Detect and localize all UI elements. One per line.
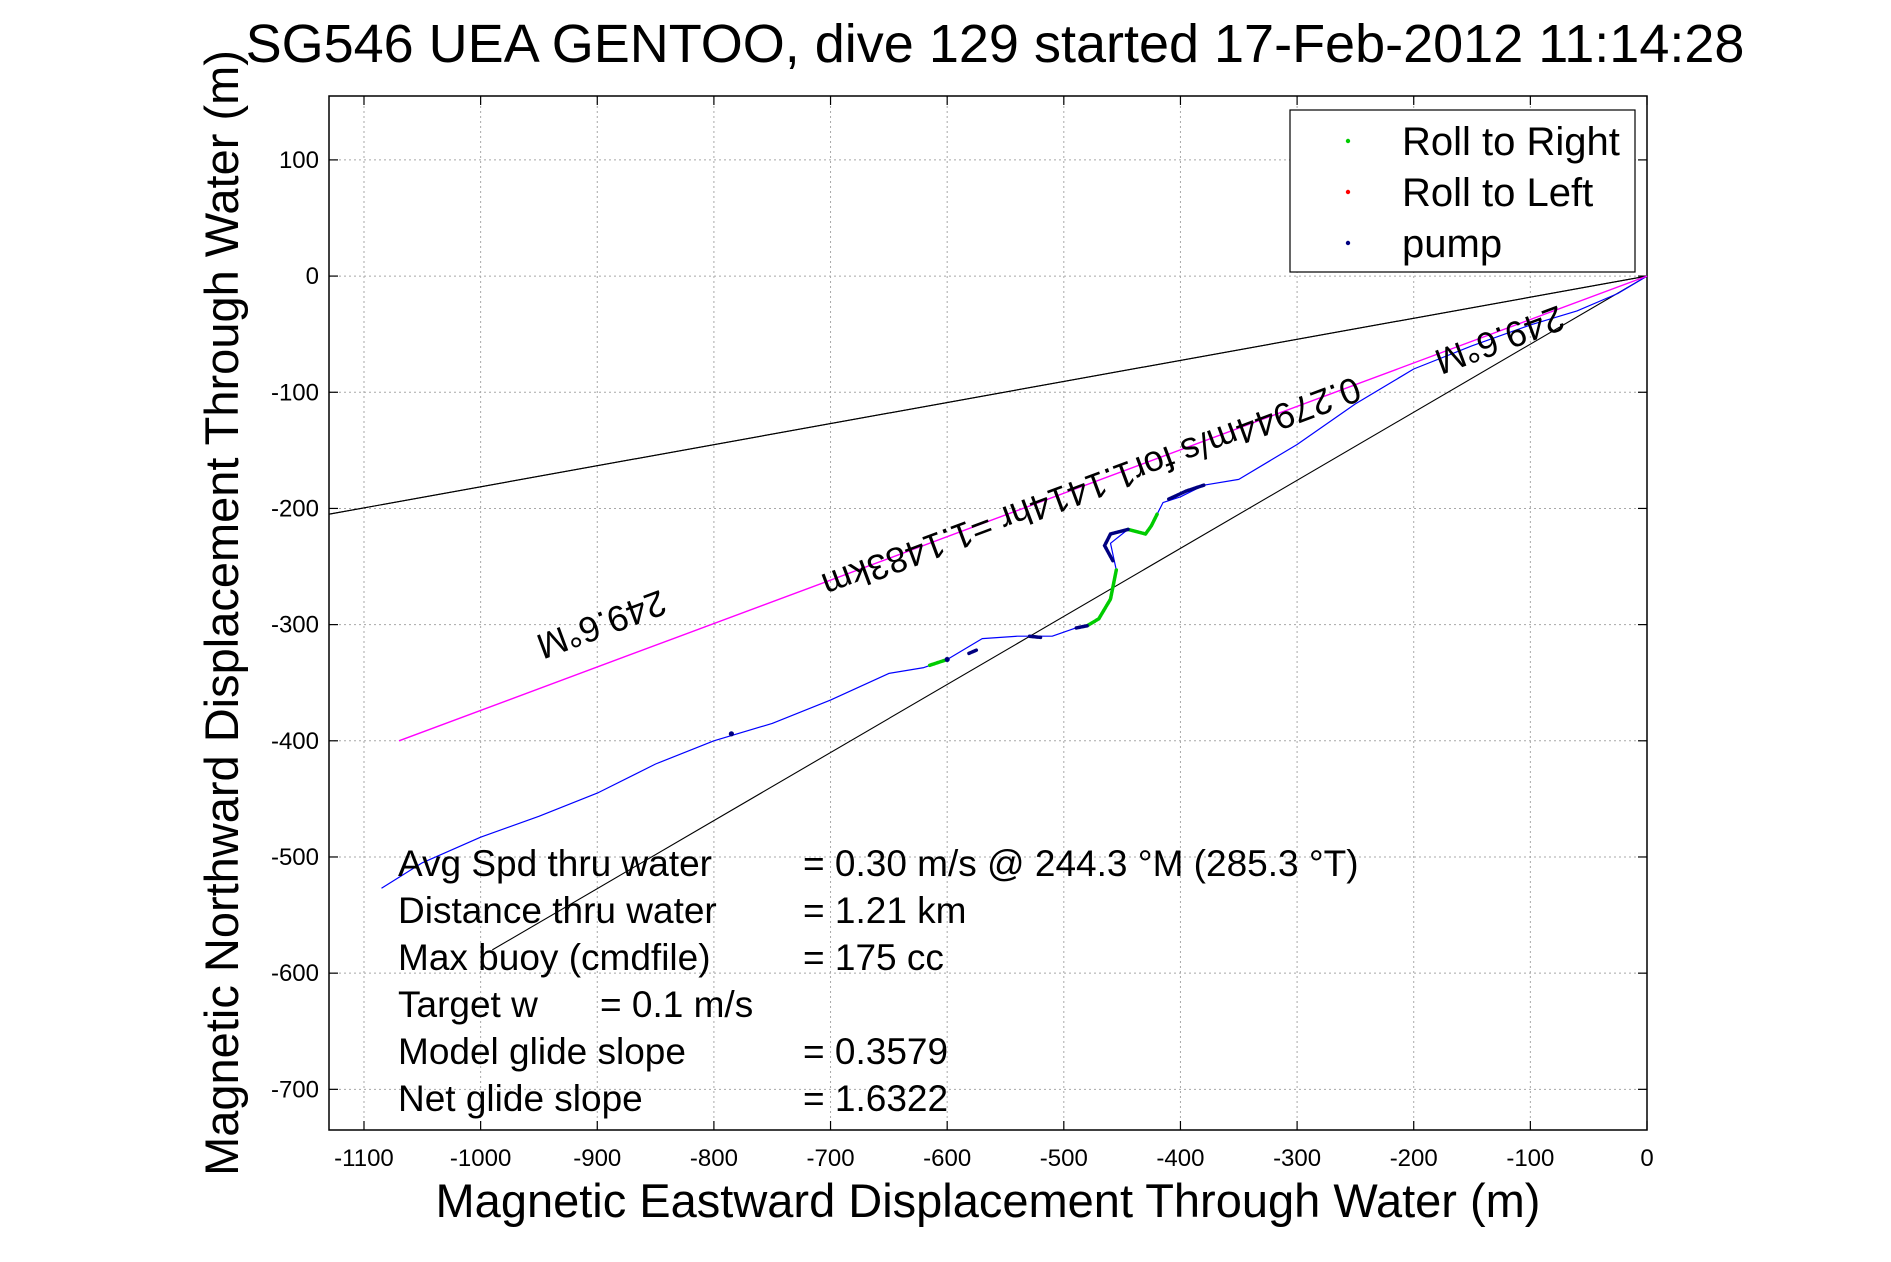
y-tick-label: -700 bbox=[271, 1076, 319, 1103]
x-tick-label: -1000 bbox=[450, 1145, 511, 1172]
roll-right-marker bbox=[927, 657, 949, 668]
stat-value-max-buoy: = 175 cc bbox=[803, 937, 944, 978]
y-tick-label: -400 bbox=[271, 728, 319, 755]
stat-value-distance: = 1.21 km bbox=[803, 890, 967, 931]
stat-value-net-glide: = 1.6322 bbox=[803, 1078, 948, 1119]
dive-statistics: Avg Spd thru water = 0.30 m/s @ 244.3 °M… bbox=[398, 843, 1359, 1119]
x-tick-label: 0 bbox=[1640, 1145, 1653, 1172]
y-tick-label: -100 bbox=[271, 379, 319, 406]
pump-marker bbox=[966, 648, 979, 656]
legend-label-roll-left: Roll to Left bbox=[1402, 171, 1593, 215]
heading-annotation: 249.6°M bbox=[1430, 297, 1570, 382]
x-tick-label: -900 bbox=[573, 1145, 621, 1172]
x-axis-label: Magnetic Eastward Displacement Through W… bbox=[436, 1174, 1541, 1227]
x-tick-label: -600 bbox=[923, 1145, 971, 1172]
legend-swatch-pump bbox=[1345, 240, 1351, 246]
roll-right-marker bbox=[1126, 512, 1159, 536]
x-axis-ticks: -1100 -1000 -900 -800 -700 -600 -500 -400 -300 -2… bbox=[334, 96, 1654, 1172]
pump-marker bbox=[1102, 527, 1130, 563]
y-tick-label: 0 bbox=[306, 263, 319, 290]
x-tick-label: -400 bbox=[1156, 1145, 1204, 1172]
reference-line bbox=[492, 275, 1648, 951]
y-axis-ticks: 100 0 -100 -200 -300 -400 -500 -600 -700 bbox=[271, 147, 1647, 1103]
legend: Roll to Right Roll to Left pump bbox=[1289, 109, 1636, 273]
reference-lines bbox=[328, 275, 1648, 951]
heading-line bbox=[398, 275, 1648, 742]
y-tick-label: -200 bbox=[271, 495, 319, 522]
legend-swatch-roll-left bbox=[1345, 189, 1351, 195]
x-tick-label: -200 bbox=[1390, 1145, 1438, 1172]
y-tick-label: -500 bbox=[271, 844, 319, 871]
stat-value-target-w: = 0.1 m/s bbox=[600, 984, 753, 1025]
stat-label-max-buoy: Max buoy (cmdfile) bbox=[398, 937, 711, 978]
y-tick-label: 100 bbox=[279, 147, 319, 174]
stat-label-distance: Distance thru water bbox=[398, 890, 717, 931]
x-tick-label: -800 bbox=[690, 1145, 738, 1172]
stat-label-net-glide: Net glide slope bbox=[398, 1078, 643, 1119]
reference-line bbox=[328, 275, 1648, 515]
x-tick-label: -1100 bbox=[334, 1145, 394, 1172]
plot-area-frame bbox=[328, 95, 1648, 1131]
pump-marker bbox=[1073, 624, 1089, 630]
legend-swatch-roll-right bbox=[1345, 138, 1351, 144]
chart-title: SG546 UEA GENTOO, dive 129 started 17-Fe… bbox=[246, 14, 1745, 74]
y-tick-label: -300 bbox=[271, 612, 319, 639]
stat-label-model-glide: Model glide slope bbox=[398, 1031, 686, 1072]
stat-label-avg-speed: Avg Spd thru water bbox=[398, 843, 712, 884]
x-tick-label: -700 bbox=[807, 1145, 855, 1172]
grid-lines bbox=[329, 96, 1648, 1130]
y-axis-label: Magnetic Northward Displacement Through … bbox=[195, 50, 248, 1176]
stat-value-model-glide: = 0.3579 bbox=[803, 1031, 948, 1072]
x-tick-label: -500 bbox=[1040, 1145, 1088, 1172]
legend-label-pump: pump bbox=[1402, 222, 1502, 266]
pump-point bbox=[728, 731, 734, 737]
stat-value-avg-speed: = 0.30 m/s @ 244.3 °M (285.3 °T) bbox=[803, 843, 1359, 884]
x-tick-label: -300 bbox=[1273, 1145, 1321, 1172]
x-tick-label: -100 bbox=[1506, 1145, 1554, 1172]
y-tick-label: -600 bbox=[271, 960, 319, 987]
roll-and-pump-markers bbox=[728, 483, 1206, 737]
stat-label-target-w: Target w bbox=[398, 984, 538, 1025]
legend-label-roll-right: Roll to Right bbox=[1402, 120, 1620, 164]
pump-marker bbox=[1167, 483, 1206, 501]
roll-right-marker bbox=[1085, 568, 1119, 628]
pump-point bbox=[944, 656, 950, 663]
pump-marker bbox=[1027, 634, 1043, 640]
heading-annotation: 249.6°M bbox=[531, 582, 671, 667]
